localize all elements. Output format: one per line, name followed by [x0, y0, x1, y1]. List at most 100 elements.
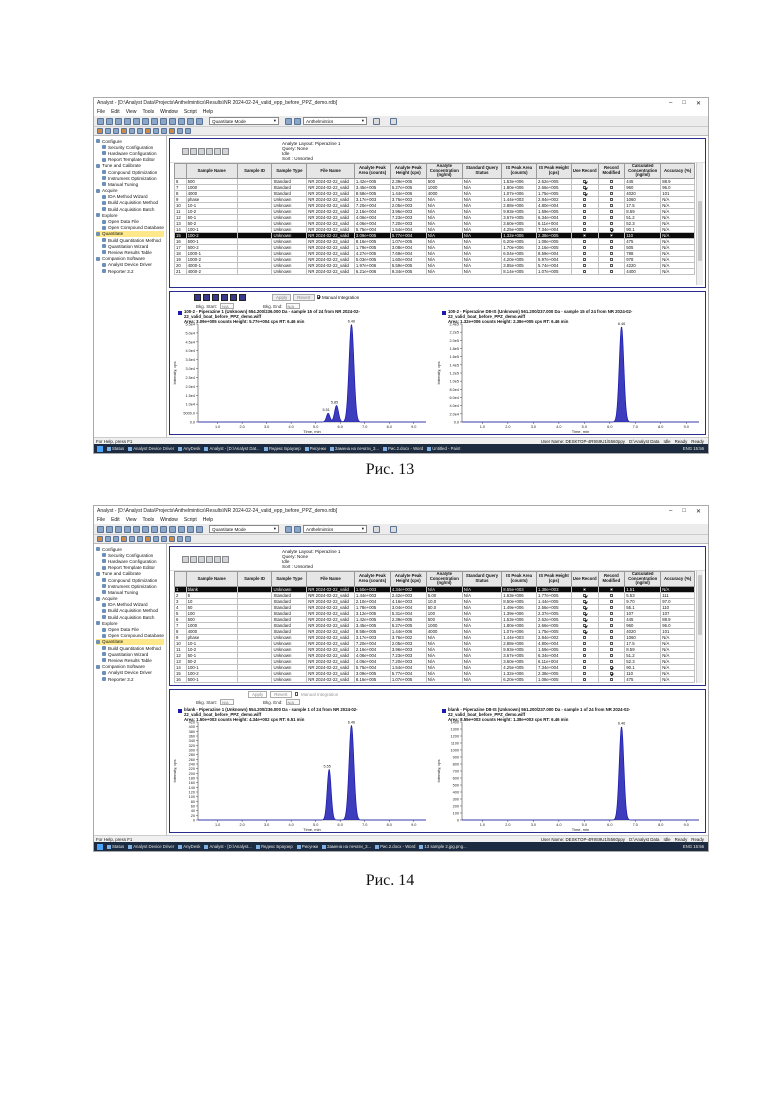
column-header[interactable]: Sample ID [236, 163, 273, 179]
nav-item[interactable]: Hardware Configuration [96, 558, 164, 564]
record-modified-checkbox[interactable] [609, 215, 614, 220]
column-header[interactable]: Analyte Peak Area (counts) [353, 163, 391, 179]
nav-item[interactable]: Reporter 3.2 [96, 268, 164, 274]
column-header[interactable]: Sample Type [271, 163, 308, 179]
toolbar-button-icon[interactable] [160, 525, 167, 533]
nav-item[interactable]: Reporter 3.2 [96, 676, 164, 682]
record-modified-checkbox[interactable] [609, 671, 614, 676]
column-header[interactable] [174, 571, 187, 587]
close-icon[interactable]: ✕ [695, 100, 701, 107]
bkg-start-field[interactable]: N/A [220, 303, 235, 309]
use-record-checkbox[interactable] [582, 233, 587, 238]
nav-item[interactable]: Compound Optimization [96, 169, 164, 175]
scrollbar-thumb[interactable] [698, 201, 702, 261]
nav-back-icon[interactable] [373, 117, 380, 125]
taskbar-item[interactable]: AnyDesk [178, 844, 200, 849]
record-modified-checkbox[interactable] [609, 641, 614, 646]
project-folder-icon[interactable] [285, 525, 292, 533]
taskbar-item[interactable]: Яндекс Браузер [255, 844, 293, 849]
table-row[interactable]: 16 500-1 Unknown NR 2024-02-22_valid 8.16e+0… [174, 675, 695, 683]
nav-item[interactable]: Analyst Device Driver [96, 262, 164, 268]
table-row[interactable]: 21 4000-2 Unknown NR 2024-02-22_valid 6.21e+… [174, 267, 695, 275]
column-header[interactable]: Sample Name [185, 571, 238, 587]
tool-icon[interactable] [177, 128, 183, 134]
toolbar-button-icon[interactable] [151, 525, 158, 533]
use-record-checkbox[interactable] [582, 251, 587, 256]
table-row[interactable]: 17 500-2 Unknown NR 2024-02-22_valid 1.79e+0… [174, 243, 695, 251]
tool-icon[interactable] [169, 536, 175, 542]
table-row[interactable]: 15 100-2 Unknown NR 2024-02-22_valid 3.09e+0… [174, 669, 695, 677]
table-row[interactable]: 13 50-2 Unknown NR 2024-02-22_valid 4.06e+00… [174, 657, 695, 665]
table-row[interactable]: 12 50-1 Unknown NR 2024-02-22_valid 4.06e+00… [174, 213, 695, 221]
tool-icon[interactable] [121, 128, 127, 134]
menu-item[interactable]: Script [183, 517, 197, 523]
nav-item[interactable]: Review Results Table [96, 249, 164, 255]
mode-select[interactable]: Quantitate Mode ▾ [209, 117, 279, 125]
nav-item[interactable]: Open Compound Database [96, 633, 164, 639]
use-record-checkbox[interactable] [582, 623, 587, 628]
toolbar-button-icon[interactable] [133, 525, 140, 533]
maximize-icon[interactable]: □ [682, 99, 686, 106]
record-modified-checkbox[interactable] [609, 197, 614, 202]
record-modified-checkbox[interactable] [609, 203, 614, 208]
record-modified-cell[interactable] [597, 267, 626, 275]
nav-item[interactable]: Manual Tuning [96, 589, 164, 595]
nav-item[interactable]: Quantitation Wizard [96, 651, 164, 657]
nav-item[interactable]: IDA Method Wizard [96, 194, 164, 200]
nav-item[interactable]: Tune and Calibrate [96, 571, 164, 577]
nav-item[interactable]: Hardware Configuration [96, 150, 164, 156]
revert-button[interactable]: Revert [293, 293, 315, 301]
use-record-checkbox[interactable] [582, 257, 587, 262]
nav-item[interactable]: Security Configuration [96, 552, 164, 558]
table-scrollbar[interactable] [696, 163, 703, 285]
tool-icon[interactable] [169, 128, 175, 134]
menu-item[interactable]: Tools [142, 517, 155, 523]
table-tool-button[interactable] [198, 148, 205, 155]
use-record-checkbox[interactable] [582, 653, 587, 658]
table-row[interactable]: 1 blank Unknown NR 2024-02-22_valid 1.50e+00… [174, 585, 695, 593]
record-modified-checkbox[interactable] [609, 191, 614, 196]
table-tool-button[interactable] [222, 148, 229, 155]
chromatogram-tool-icon[interactable] [239, 293, 246, 301]
project-folder-icon[interactable] [285, 117, 292, 125]
tool-icon[interactable] [129, 128, 135, 134]
tool-icon[interactable] [105, 128, 111, 134]
nav-item[interactable]: Compound Optimization [96, 577, 164, 583]
toolbar-button-icon[interactable] [169, 117, 176, 125]
record-modified-checkbox[interactable] [609, 665, 614, 670]
column-header[interactable]: Record Modified [597, 571, 626, 587]
record-modified-checkbox[interactable] [609, 257, 614, 262]
use-record-checkbox[interactable] [582, 611, 587, 616]
nav-item[interactable]: Manual Tuning [96, 181, 164, 187]
tool-icon[interactable] [105, 536, 111, 542]
nav-item[interactable]: Build Acquisition Batch [96, 206, 164, 212]
use-record-checkbox[interactable] [582, 617, 587, 622]
column-header[interactable]: Standard Query Status [461, 571, 503, 587]
project-icon[interactable] [294, 525, 301, 533]
windows-start-icon[interactable] [97, 843, 103, 850]
record-modified-checkbox[interactable] [609, 623, 614, 628]
use-record-checkbox[interactable] [582, 191, 587, 196]
menu-item[interactable]: Edit [111, 517, 120, 523]
record-modified-checkbox[interactable] [609, 653, 614, 658]
column-header[interactable] [174, 163, 187, 179]
toolbar-button-icon[interactable] [106, 117, 113, 125]
nav-item[interactable]: Build Acquisition Method [96, 200, 164, 206]
record-modified-checkbox[interactable] [609, 179, 614, 184]
nav-item[interactable]: Analyst Device Driver [96, 670, 164, 676]
use-record-checkbox[interactable] [582, 203, 587, 208]
nav-item[interactable]: Acquire [96, 188, 164, 194]
close-icon[interactable]: ✕ [695, 508, 701, 515]
use-record-checkbox[interactable] [582, 263, 587, 268]
project-select[interactable]: Anthelmintics ▾ [303, 525, 367, 533]
nav-back-icon[interactable] [373, 525, 380, 533]
toolbar-button-icon[interactable] [115, 117, 122, 125]
nav-item[interactable]: Configure [96, 138, 164, 144]
nav-item[interactable]: Tune and Calibrate [96, 163, 164, 169]
chromatogram-tool-icon[interactable] [194, 293, 201, 301]
tool-icon[interactable] [121, 536, 127, 542]
nav-item[interactable]: Build Acquisition Method [96, 608, 164, 614]
nav-item[interactable]: Security Configuration [96, 144, 164, 150]
tool-icon[interactable] [113, 128, 119, 134]
table-row[interactable]: 8 4000 Standard NR 2024-02-22_valid 8.58e+00… [174, 627, 695, 635]
